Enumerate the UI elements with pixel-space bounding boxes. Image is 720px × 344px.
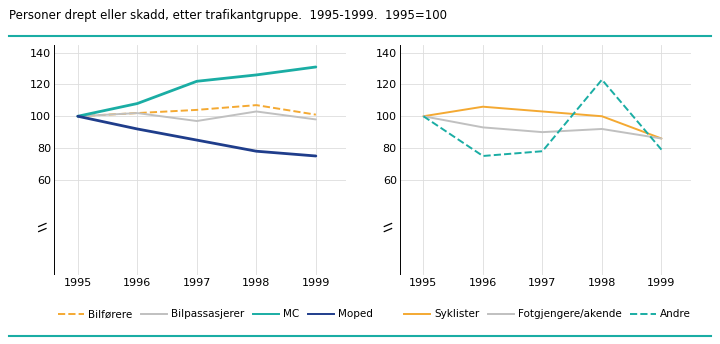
Text: Personer drept eller skadd, etter trafikantgruppe.  1995-1999.  1995=100: Personer drept eller skadd, etter trafik… [9,9,447,22]
Legend: Syklister, Fotgjengere/akende, Andre: Syklister, Fotgjengere/akende, Andre [400,305,695,323]
Legend: Bilførere, Bilpassasjerer, MC, Moped: Bilførere, Bilpassasjerer, MC, Moped [54,305,377,323]
